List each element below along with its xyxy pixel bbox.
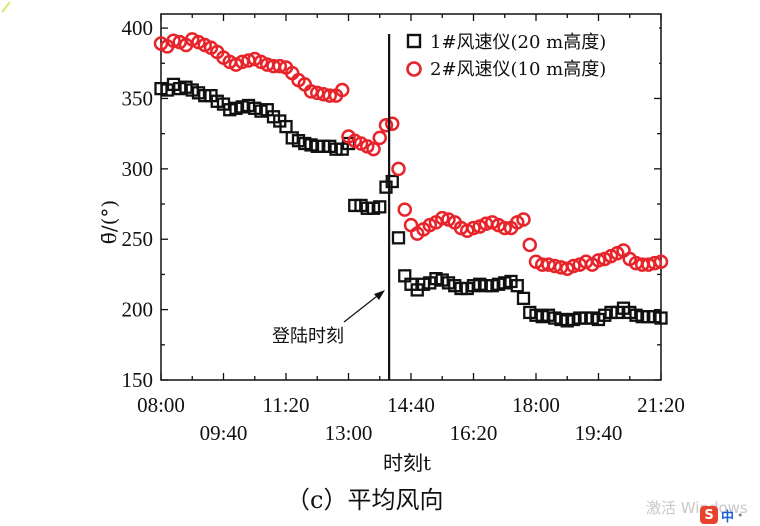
y-axis-title: θ̄/(°) xyxy=(97,200,121,244)
annotation-arrow xyxy=(343,290,385,323)
windows-activation-watermark: 激活 Windows xyxy=(646,499,748,517)
x-tick-label: 14:40 xyxy=(387,393,435,417)
x-tick-label: 16:20 xyxy=(450,421,498,445)
series-2 xyxy=(153,32,669,277)
data-point-circle xyxy=(366,141,381,157)
x-tick-label: 08:00 xyxy=(137,393,185,417)
data-point-circle xyxy=(335,82,350,98)
data-point-circle xyxy=(591,253,606,268)
y-tick-label: 400 xyxy=(122,16,154,40)
data-point-circle xyxy=(385,116,400,132)
data-point-circle xyxy=(435,210,450,226)
ime-extra: • xyxy=(737,508,744,522)
y-tick-label: 150 xyxy=(122,368,154,392)
data-point-circle xyxy=(466,220,481,236)
x-tick-label: 09:40 xyxy=(200,421,248,445)
data-point-circle xyxy=(378,117,394,133)
x-tick-labels: 08:00 11:20 14:40 18:00 21:20 09:40 13:00 16:20… xyxy=(137,393,685,445)
legend-entry-1: 1#风速仪(20 m高度) xyxy=(430,32,606,53)
series-1 xyxy=(154,77,668,328)
data-point-square xyxy=(516,291,531,306)
x-tick-label: 11:20 xyxy=(262,393,309,417)
data-point-circle xyxy=(322,88,337,103)
data-point-circle xyxy=(372,130,387,146)
ime-logo-icon: S xyxy=(700,506,718,524)
data-point-circle xyxy=(403,217,419,233)
y-tick-label: 250 xyxy=(122,227,154,251)
y-tick-label: 350 xyxy=(122,86,154,110)
data-point-circle xyxy=(397,202,412,217)
data-point-circle xyxy=(391,161,406,177)
legend-entry-2: 2#风速仪(10 m高度) xyxy=(430,59,606,80)
y-tick-label: 300 xyxy=(122,157,154,181)
data-point-circle xyxy=(516,212,531,227)
x-tick-label: 19:40 xyxy=(575,421,623,445)
data-point-circle xyxy=(166,33,181,48)
ime-language: 中 xyxy=(721,509,735,525)
data-point-circle xyxy=(653,254,669,270)
figure-caption: （c）平均风向 xyxy=(286,486,443,514)
legend-marker-square xyxy=(406,33,422,49)
corner-fragment-icon xyxy=(2,1,11,13)
data-point-circle xyxy=(497,220,512,236)
data-point-square xyxy=(391,231,406,245)
x-tick-label: 13:00 xyxy=(325,421,373,445)
x-tick-label: 21:20 xyxy=(637,393,685,417)
data-point-circle xyxy=(566,258,581,274)
data-point-circle xyxy=(647,255,662,271)
data-point-square xyxy=(373,200,387,214)
legend-marker-circle xyxy=(406,61,422,77)
data-point-circle xyxy=(272,58,287,74)
data-point-square xyxy=(385,174,399,189)
y-tick-label: 200 xyxy=(122,298,154,322)
x-axis-title: 时刻t xyxy=(383,451,431,475)
data-point-circle xyxy=(522,237,537,253)
x-tick-label: 18:00 xyxy=(512,393,560,417)
data-point-square xyxy=(510,279,524,293)
annotation-text: 登陆时刻 xyxy=(272,326,344,347)
legend: 1#风速仪(20 m高度) 2#风速仪(10 m高度) xyxy=(393,22,659,86)
data-point-square xyxy=(654,311,668,325)
y-tick-labels: 150 200 250 300 350 400 xyxy=(122,16,154,392)
data-series xyxy=(153,32,669,328)
ime-indicator[interactable]: S 中 • xyxy=(700,505,752,525)
